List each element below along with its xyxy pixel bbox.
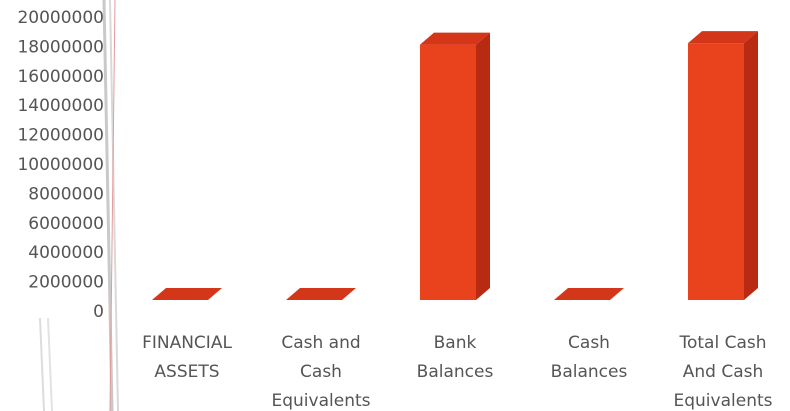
y-tick-label: 18000000 bbox=[17, 37, 104, 57]
y-tick-label: 2000000 bbox=[28, 273, 104, 293]
y-tick-label: 6000000 bbox=[28, 214, 104, 234]
bar-front bbox=[688, 43, 744, 301]
bar bbox=[420, 32, 490, 300]
bar bbox=[554, 288, 624, 300]
y-tick-label: 8000000 bbox=[28, 184, 104, 204]
bar-front bbox=[420, 44, 476, 300]
bar-top bbox=[688, 31, 758, 44]
x-tick-label: Cash Balances bbox=[551, 333, 628, 382]
y-tick-label: 10000000 bbox=[17, 155, 104, 175]
bar-side bbox=[476, 32, 490, 300]
bar-top bbox=[420, 32, 490, 45]
x-tick-label: Total Cash And Cash Equivalents bbox=[674, 333, 773, 411]
bar bbox=[688, 31, 758, 301]
x-tick-label: FINANCIAL ASSETS bbox=[142, 333, 232, 382]
bar-top bbox=[554, 288, 624, 300]
y-tick-label: 4000000 bbox=[28, 243, 104, 263]
x-tick-label: Cash and Cash Equivalents bbox=[272, 333, 371, 411]
scan-edge bbox=[39, 0, 119, 411]
bar-top bbox=[152, 288, 222, 300]
y-tick-label: 14000000 bbox=[17, 96, 104, 116]
y-tick-label: 12000000 bbox=[17, 126, 104, 146]
y-tick-label: 20000000 bbox=[17, 8, 104, 28]
bar bbox=[152, 288, 222, 300]
bar bbox=[286, 288, 356, 300]
y-tick-label: 0 bbox=[93, 302, 104, 322]
bar-side bbox=[744, 31, 758, 301]
y-tick-label: 16000000 bbox=[17, 67, 104, 87]
x-tick-label: Bank Balances bbox=[417, 333, 494, 382]
bar-top bbox=[286, 288, 356, 300]
